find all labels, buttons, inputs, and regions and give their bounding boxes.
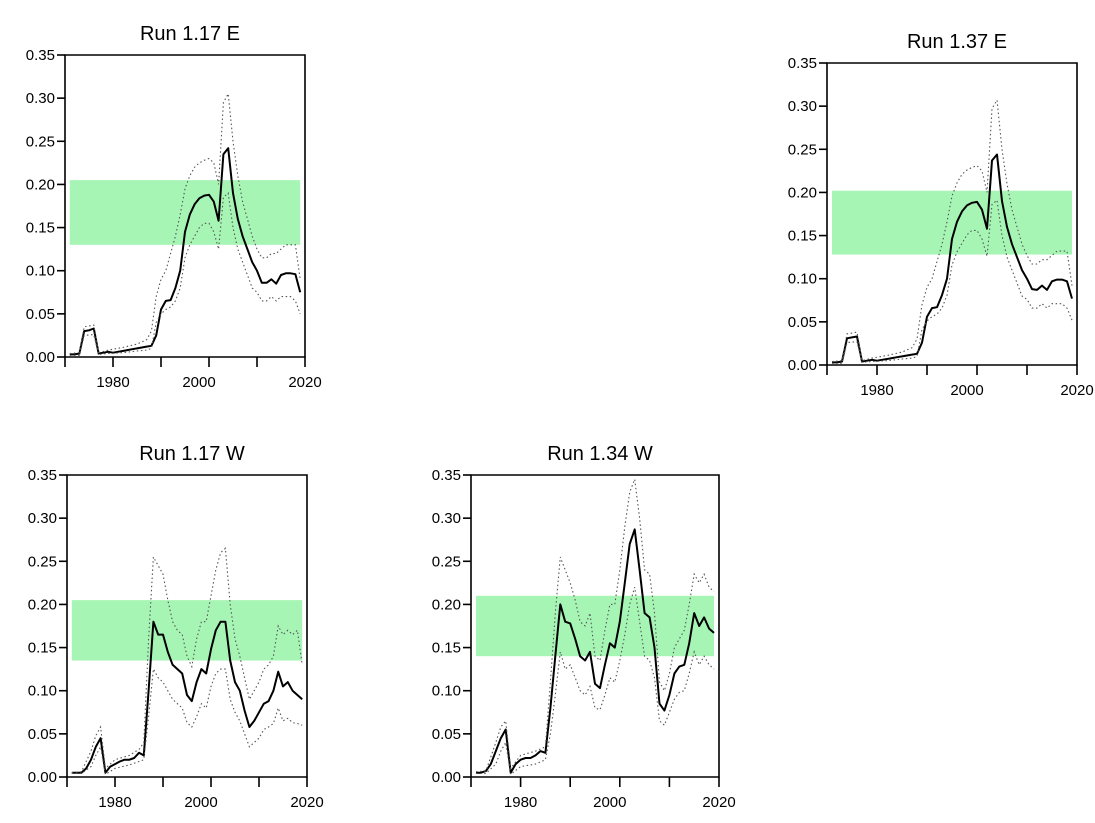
series-line-estimate: [69, 147, 302, 356]
y-tick-label: 0.15: [788, 228, 817, 245]
series-line-bound-2: [476, 587, 715, 776]
chart-run-1-37-e: Run 1.37 E 0.00 0.05 0.10 0.15 0.20 0.25 0.30 0.…: [770, 18, 1095, 403]
y-tick-label: 0.10: [788, 271, 817, 288]
y-tick-label: 0.30: [788, 98, 817, 115]
x-tick-label: 2000: [184, 794, 217, 811]
y-tick-label: 0.10: [28, 683, 57, 700]
y-tick-label: 0.05: [26, 306, 55, 323]
x-tick-label: 1980: [860, 382, 893, 399]
y-tick-label: 0.35: [788, 55, 817, 72]
chart-title: Run 1.37 E: [907, 31, 1007, 53]
x-tick-label: 2020: [1060, 382, 1093, 399]
chart-run-1-17-e: Run 1.17 E 0.00 0.05 0.10 0.15 0.20 0.25 0.30 0.…: [0, 10, 330, 395]
chart-svg: Run 1.17 E 0.00 0.05 0.10 0.15 0.20 0.25 0.30 0.…: [26, 23, 322, 391]
axes-frame: [64, 54, 306, 358]
x-tick-label: 1980: [504, 794, 537, 811]
y-tick-label: 0.25: [26, 133, 55, 150]
y-tick-label: 0.05: [28, 726, 57, 743]
y-tick-label: 0.20: [28, 596, 57, 613]
x-tick-label: 1980: [98, 794, 131, 811]
y-tick-label: 0.20: [788, 184, 817, 201]
series-line-estimate: [476, 528, 715, 774]
series-line-bound-1: [69, 91, 301, 355]
series-line-estimate: [71, 620, 303, 774]
axes-frame: [66, 474, 308, 778]
y-tick-label: 0.25: [788, 141, 817, 158]
y-tick-label: 0.35: [432, 467, 461, 484]
x-tick-label: 2020: [288, 374, 321, 391]
y-tick-label: 0.00: [26, 349, 55, 366]
y-tick-label: 0.30: [26, 90, 55, 107]
y-tick-label: 0.00: [28, 769, 57, 786]
y-tick-label: 0.20: [432, 596, 461, 613]
y-tick-label: 0.30: [28, 510, 57, 527]
y-tick-label: 0.15: [28, 640, 57, 657]
y-tick-label: 0.25: [432, 553, 461, 570]
y-tick-label: 0.30: [432, 510, 461, 527]
y-tick-label: 0.15: [432, 640, 461, 657]
y-tick-label: 0.35: [28, 467, 57, 484]
y-tick-label: 0.20: [26, 176, 55, 193]
axes-frame: [826, 62, 1078, 366]
y-tick-label: 0.10: [26, 263, 55, 280]
chart-run-1-34-w: Run 1.34 W 0.00 0.05 0.10 0.15 0.20 0.25 0.30 0.…: [400, 430, 736, 820]
y-tick-label: 0.25: [28, 553, 57, 570]
chart-svg: Run 1.17 W 0.00 0.05 0.10 0.15 0.20 0.25 0.30 0.…: [28, 443, 324, 811]
x-tick-label: 2000: [950, 382, 983, 399]
chart-run-1-17-w: Run 1.17 W 0.00 0.05 0.10 0.15 0.20 0.25 0.30 0.…: [0, 430, 330, 820]
reference-band: [71, 600, 303, 661]
series-line-bound-1: [475, 479, 715, 773]
series-line-bound-2: [71, 667, 303, 776]
chart-title: Run 1.17 E: [140, 23, 240, 45]
x-tick-label: 2020: [290, 794, 323, 811]
chart-svg: Run 1.37 E 0.00 0.05 0.10 0.15 0.20 0.25 0.30 0.…: [788, 31, 1094, 399]
series-line-bound-1: [831, 98, 1073, 363]
y-tick-label: 0.05: [788, 314, 817, 331]
y-tick-label: 0.35: [26, 47, 55, 64]
axes-frame: [470, 474, 720, 778]
chart-title: Run 1.17 W: [139, 443, 245, 465]
y-tick-label: 0.15: [26, 220, 55, 237]
y-tick-label: 0.00: [432, 769, 461, 786]
x-tick-label: 2000: [593, 794, 626, 811]
chart-svg: Run 1.34 W 0.00 0.05 0.10 0.15 0.20 0.25 0.30 0.…: [432, 443, 736, 811]
y-tick-label: 0.10: [432, 683, 461, 700]
reference-band: [475, 595, 715, 657]
series-line-bound-1: [71, 547, 303, 774]
x-tick-label: 2020: [702, 794, 735, 811]
y-tick-label: 0.00: [788, 357, 817, 374]
chart-title: Run 1.34 W: [547, 443, 653, 465]
x-tick-label: 2000: [182, 374, 215, 391]
x-tick-label: 1980: [96, 374, 129, 391]
y-tick-label: 0.05: [432, 726, 461, 743]
series-line-estimate: [832, 153, 1073, 364]
